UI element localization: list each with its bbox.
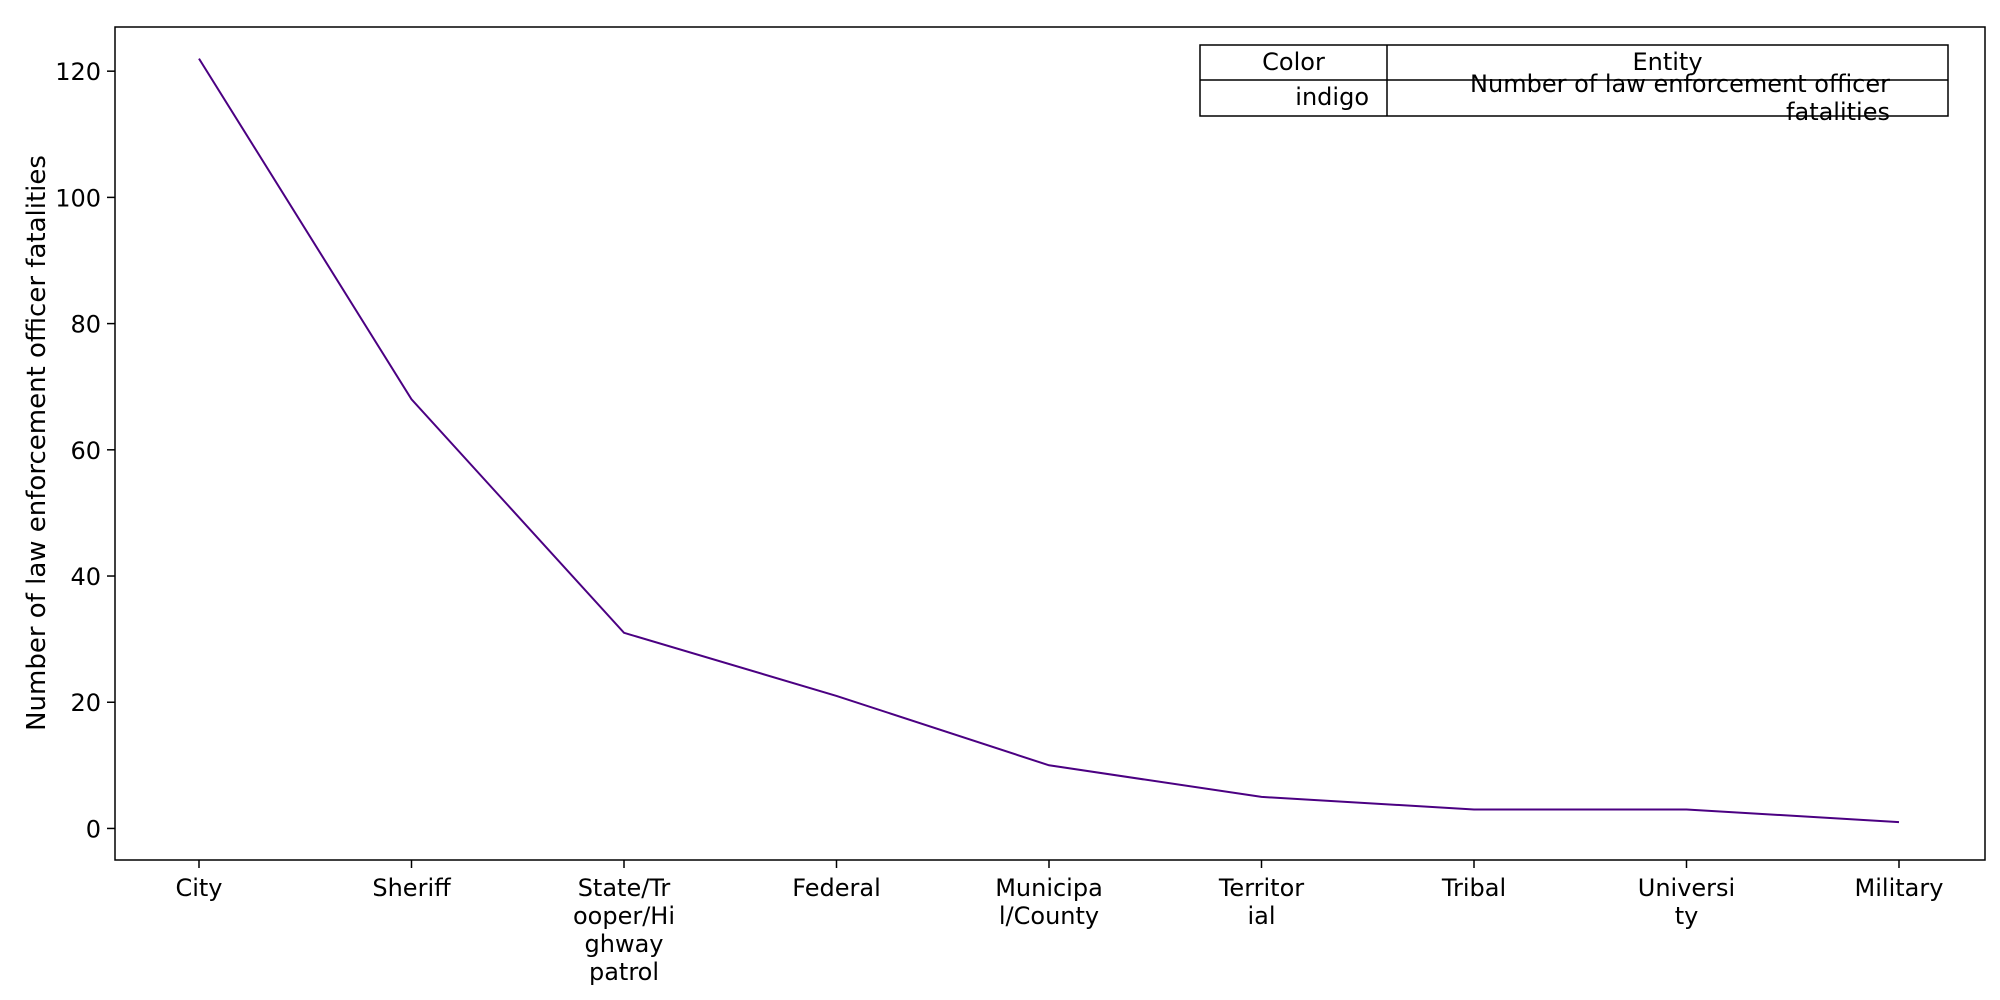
data-point: [1471, 807, 1477, 813]
legend-color-name: indigo: [1295, 83, 1369, 111]
data-point: [196, 56, 202, 62]
y-tick-label: 80: [70, 311, 101, 339]
x-tick-label: State/Tr ooper/Hi ghway patrol: [573, 874, 675, 986]
x-tick-label: Municipa l/County: [995, 874, 1103, 930]
y-axis: 0 20 40 60 80 100 120: [55, 58, 115, 843]
data-point: [409, 396, 415, 402]
x-tick-label: Territor ial: [1218, 874, 1304, 930]
data-point: [1259, 794, 1265, 800]
legend-header-color: Color: [1262, 48, 1325, 76]
x-tick-label: Military: [1855, 874, 1944, 902]
y-tick-label: 0: [86, 815, 101, 843]
y-tick-label: 100: [55, 184, 101, 212]
x-tick-label: Federal: [792, 874, 881, 902]
y-tick-label: 40: [70, 563, 101, 591]
x-tick-label: Tribal: [1441, 874, 1506, 902]
legend-entity-name: Number of law enforcement officer fatalit…: [1470, 70, 1890, 126]
x-tick-label: Sheriff: [372, 874, 451, 902]
series-layer: [196, 56, 1902, 825]
y-tick-label: 60: [70, 437, 101, 465]
x-axis: City Sheriff State/Tr ooper/Hi ghway patrol Fe…: [175, 860, 1943, 986]
y-tick-label: 20: [70, 689, 101, 717]
legend-table: Color Entity indigo Number of law enforceme…: [1199, 44, 1949, 126]
data-point: [1684, 807, 1690, 813]
legend-header-entity: Entity: [1632, 48, 1702, 76]
y-axis-label: Number of law enforcement officer fatali…: [22, 155, 52, 731]
x-tick-label: City: [175, 874, 222, 902]
data-point: [1046, 762, 1052, 768]
data-point: [621, 630, 627, 636]
plot-frame: [114, 26, 1986, 861]
plot-area: [114, 26, 1986, 861]
y-tick-label: 120: [55, 58, 101, 86]
data-point: [1896, 819, 1902, 825]
x-tick-label: Universi ty: [1638, 874, 1735, 930]
series-line: [198, 58, 1900, 824]
data-point: [834, 693, 840, 699]
